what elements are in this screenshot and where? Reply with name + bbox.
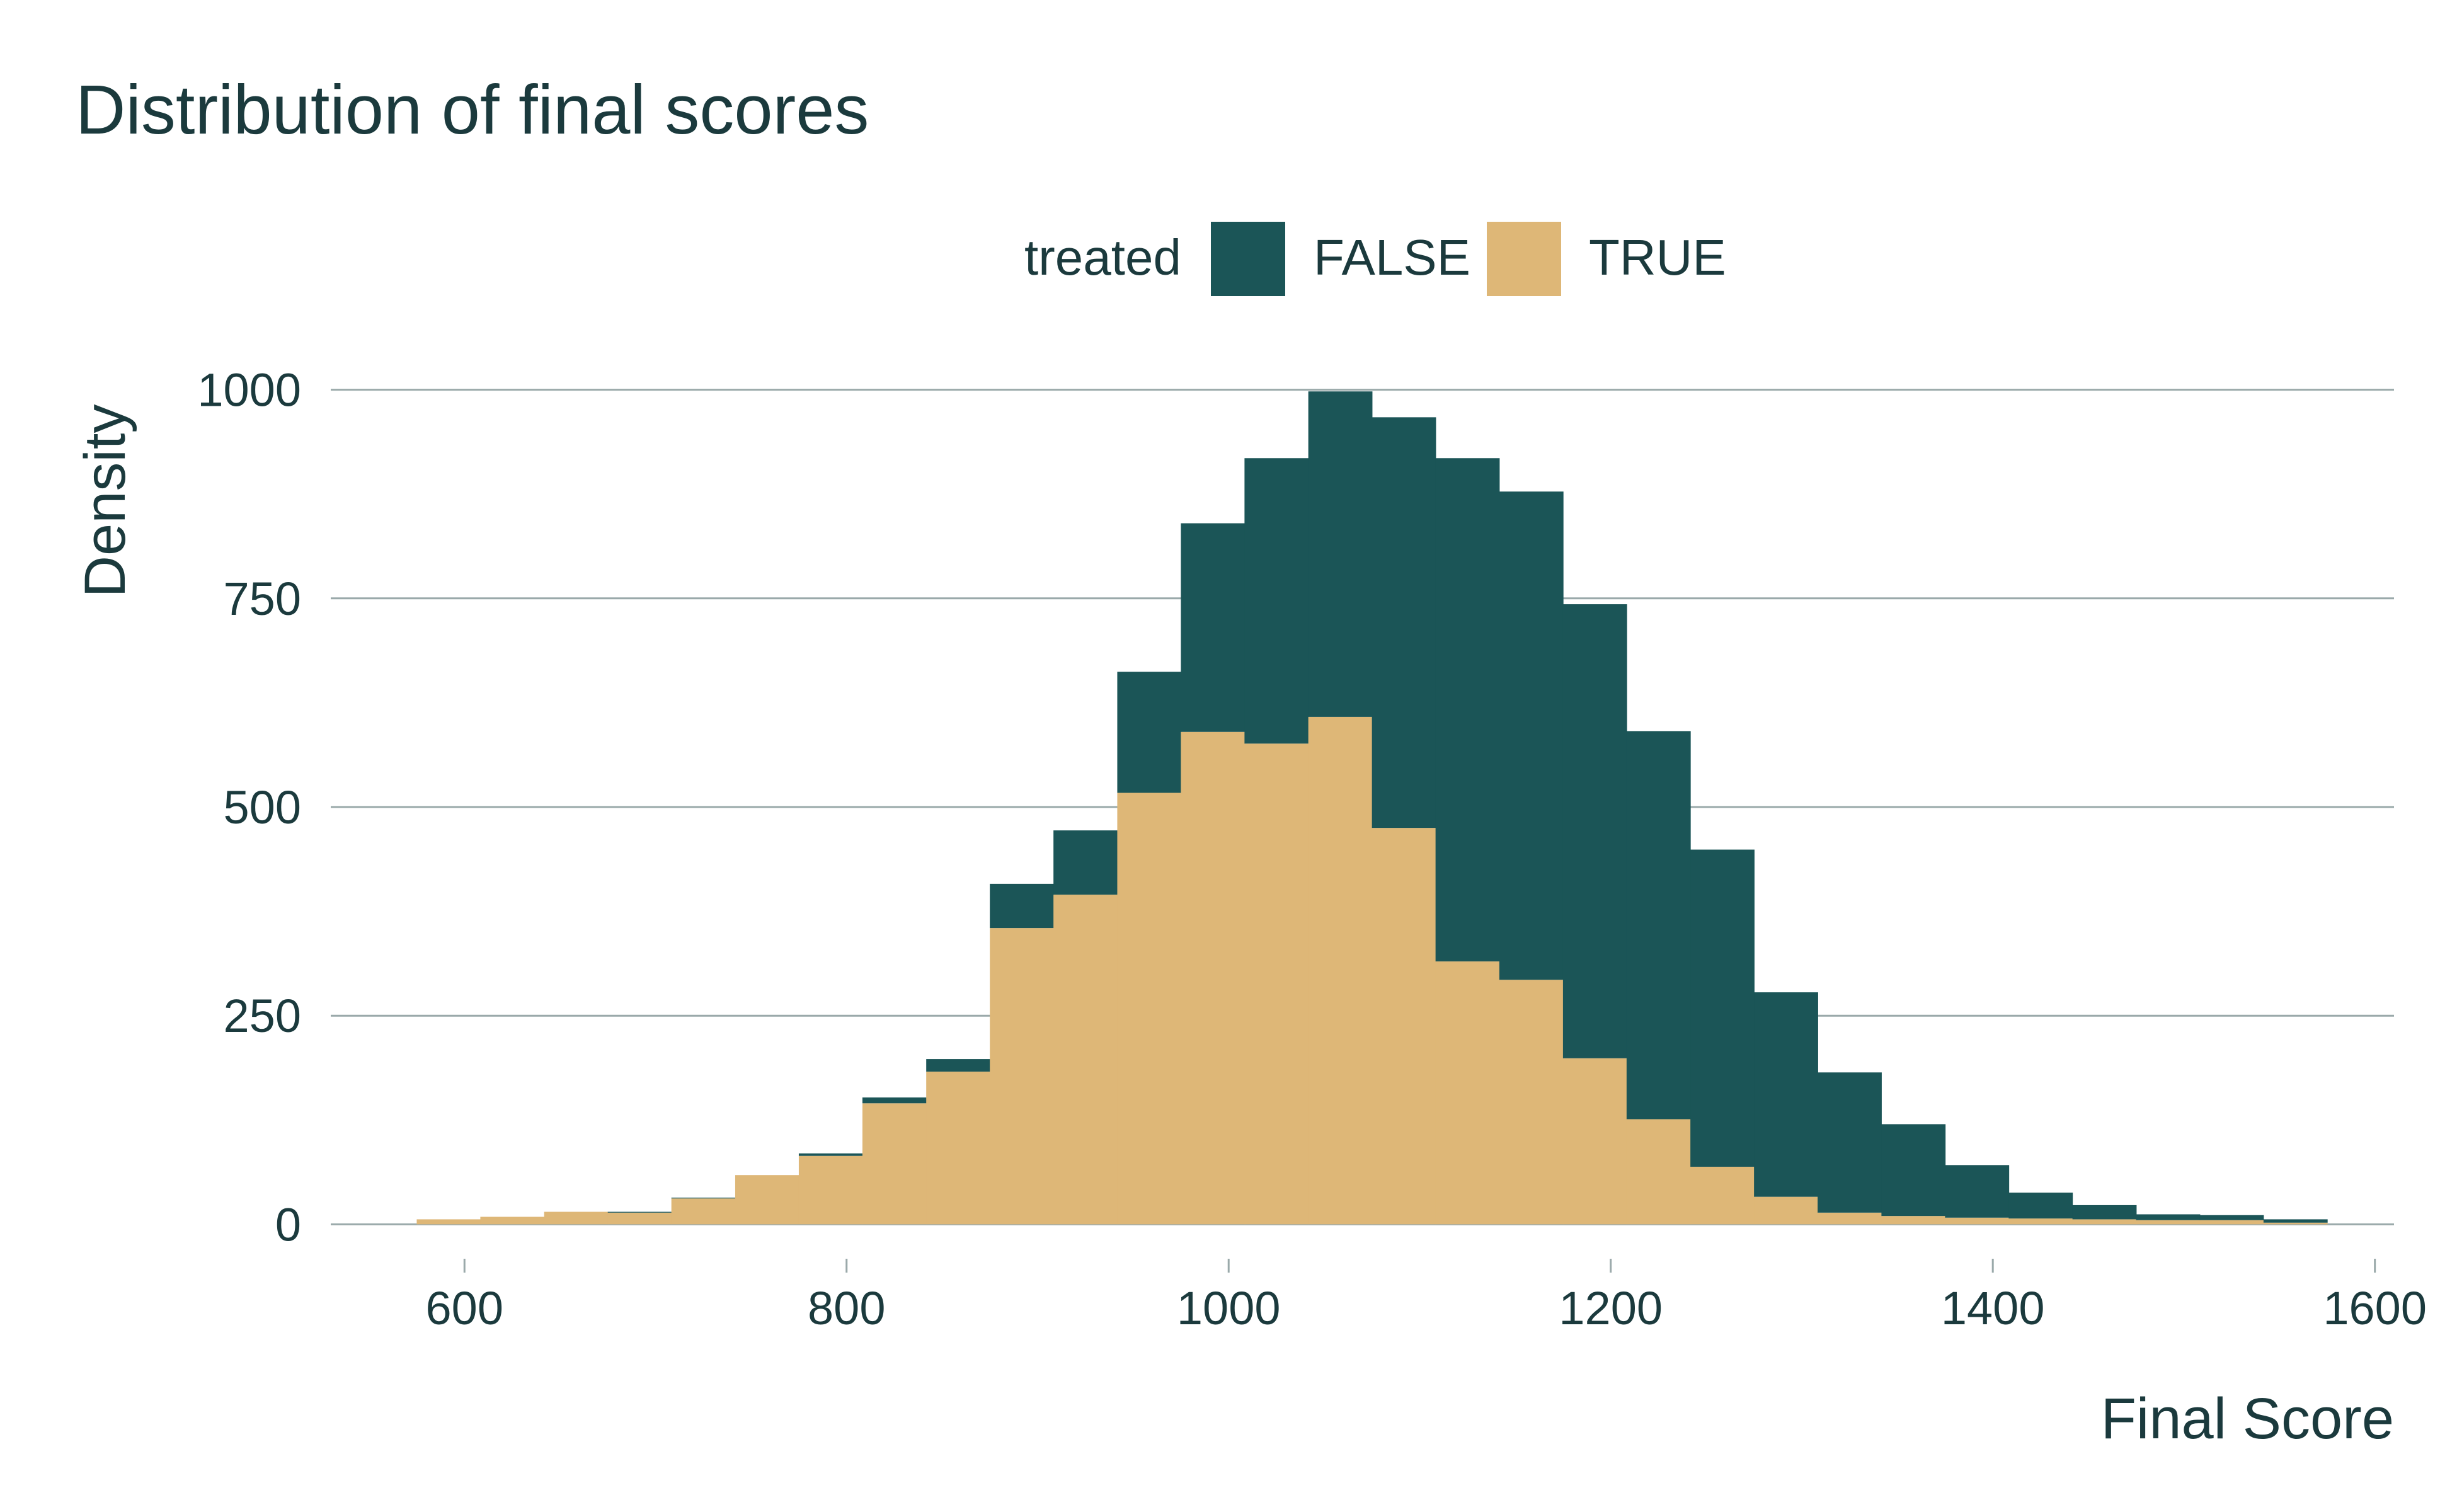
bar-true-8 <box>926 1071 990 1225</box>
bar-true-24 <box>1945 1217 2010 1225</box>
legend-label-false: FALSE <box>1314 229 1470 285</box>
bar-true-27 <box>2136 1220 2201 1225</box>
bar-false-19 <box>1626 731 1691 1120</box>
bar-false-23 <box>1881 1124 1946 1217</box>
bar-true-16 <box>1435 961 1500 1225</box>
y-tick-label: 250 <box>224 990 301 1042</box>
bar-true-15 <box>1372 828 1436 1225</box>
bar-false-24 <box>1945 1165 2010 1218</box>
bar-true-28 <box>2199 1220 2264 1225</box>
bar-false-22 <box>1818 1072 1882 1213</box>
bar-true-6 <box>798 1155 863 1225</box>
x-tick-label: 1600 <box>2323 1282 2427 1334</box>
bar-true-22 <box>1818 1212 1882 1225</box>
y-tick-label: 1000 <box>197 364 301 416</box>
y-tick-label: 500 <box>224 781 301 833</box>
bar-false-3 <box>607 1211 672 1213</box>
bar-false-14 <box>1308 391 1373 717</box>
axes: 0 250 500 750 1000 600 800 1000 1200 1400 1600 <box>197 364 2427 1334</box>
bar-true-17 <box>1499 980 1564 1225</box>
bar-true-2 <box>544 1211 609 1225</box>
x-tick-label: 1400 <box>1941 1282 2045 1334</box>
bar-true-23 <box>1881 1216 1946 1225</box>
bar-true-4 <box>671 1198 736 1225</box>
legend-title: treated <box>1024 229 1181 285</box>
bar-false-29 <box>2263 1219 2328 1223</box>
bar-false-9 <box>990 883 1054 929</box>
chart-title: Distribution of final scores <box>76 71 869 149</box>
bar-true-1 <box>480 1217 545 1225</box>
y-tick-label: 750 <box>224 573 301 625</box>
bar-false-17 <box>1499 491 1564 980</box>
bar-false-16 <box>1435 458 1500 962</box>
y-tick-label: 0 <box>275 1198 301 1251</box>
bar-false-28 <box>2199 1215 2264 1220</box>
bar-true-18 <box>1562 1058 1627 1225</box>
bar-true-26 <box>2072 1219 2137 1225</box>
bar-true-12 <box>1181 731 1246 1225</box>
bar-true-11 <box>1117 793 1182 1225</box>
legend-swatch-false <box>1211 222 1285 296</box>
bar-true-10 <box>1053 895 1118 1225</box>
bar-false-26 <box>2072 1205 2137 1220</box>
bar-false-8 <box>926 1059 990 1072</box>
y-axis-label: Density <box>73 404 137 598</box>
bar-false-11 <box>1117 672 1182 793</box>
legend-label-true: TRUE <box>1589 229 1726 285</box>
bar-false-12 <box>1181 523 1246 732</box>
bar-true-29 <box>2263 1222 2328 1225</box>
bar-true-13 <box>1244 743 1309 1225</box>
histogram-bars <box>416 391 2328 1225</box>
bar-true-0 <box>416 1219 481 1225</box>
bar-false-15 <box>1372 417 1436 828</box>
bar-true-7 <box>862 1103 927 1225</box>
x-tick-label: 800 <box>808 1282 885 1334</box>
bar-true-5 <box>735 1175 799 1225</box>
x-tick-label: 1000 <box>1177 1282 1281 1334</box>
bar-true-19 <box>1626 1119 1691 1225</box>
bar-false-10 <box>1053 830 1118 895</box>
bar-true-25 <box>2008 1218 2073 1225</box>
bar-false-6 <box>798 1153 863 1156</box>
bar-false-21 <box>1754 992 1818 1197</box>
bar-true-9 <box>990 928 1054 1225</box>
bar-true-14 <box>1308 716 1373 1225</box>
bar-false-13 <box>1244 458 1309 744</box>
bar-false-7 <box>862 1097 927 1104</box>
x-tick-label: 600 <box>426 1282 503 1334</box>
bar-true-20 <box>1690 1166 1755 1225</box>
legend-swatch-true <box>1487 222 1561 296</box>
x-axis-label: Final Score <box>2101 1387 2394 1451</box>
bar-false-27 <box>2136 1214 2201 1220</box>
bar-false-25 <box>2008 1193 2073 1219</box>
bar-true-3 <box>607 1212 672 1225</box>
bar-true-21 <box>1754 1196 1818 1225</box>
bar-false-18 <box>1562 604 1627 1058</box>
legend: treated FALSE TRUE <box>1024 222 1726 296</box>
x-tick-label: 1200 <box>1559 1282 1663 1334</box>
bar-false-20 <box>1690 849 1755 1167</box>
